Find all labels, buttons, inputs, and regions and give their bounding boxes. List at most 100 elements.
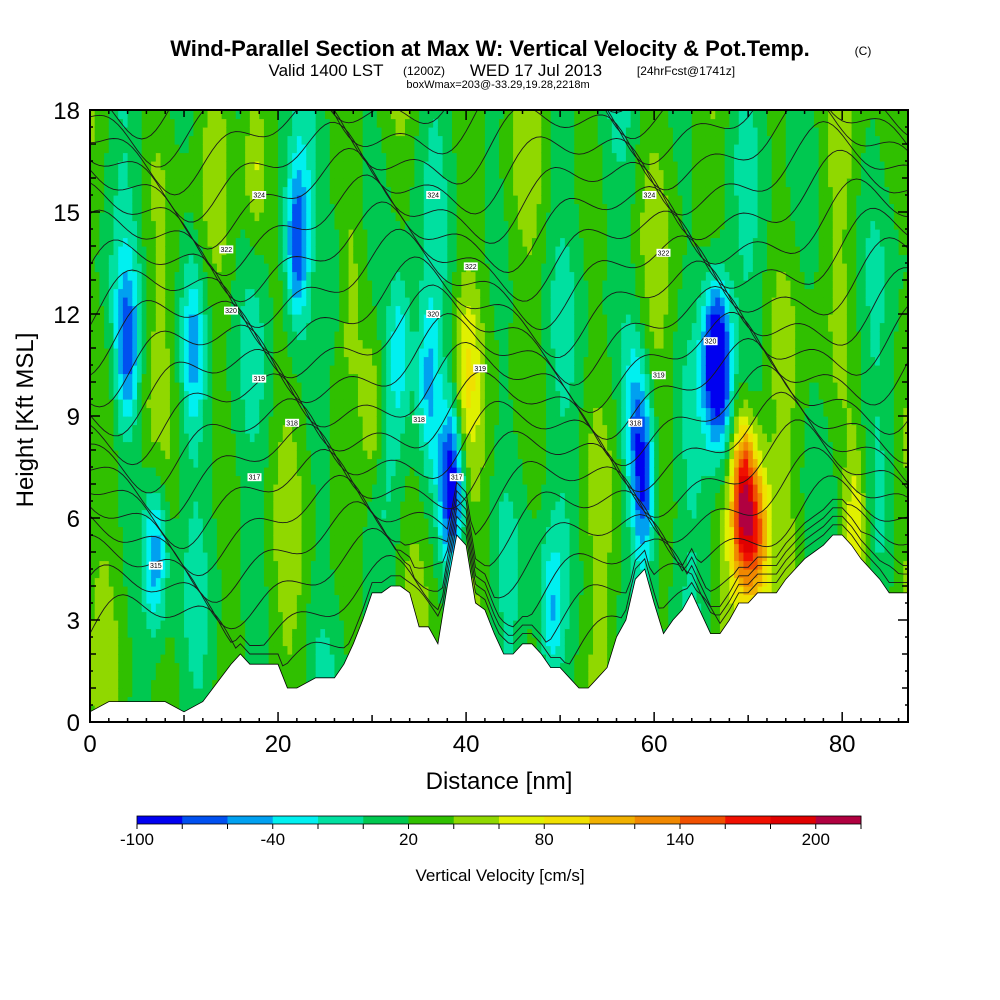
field-cell	[287, 586, 293, 596]
field-cell	[315, 492, 321, 502]
field-cell	[90, 577, 96, 587]
field-cell	[151, 433, 157, 443]
field-cell	[287, 144, 293, 154]
field-cell	[122, 203, 129, 213]
field-cell	[310, 501, 317, 511]
field-cell	[202, 577, 209, 587]
field-cell	[113, 237, 119, 247]
field-cell	[278, 229, 284, 239]
field-cell	[160, 144, 166, 154]
field-cell	[395, 365, 401, 375]
field-cell	[240, 220, 246, 230]
field-cell	[207, 671, 213, 681]
field-cell	[169, 322, 176, 332]
field-cell	[301, 195, 307, 205]
field-cell	[212, 373, 218, 383]
field-cell	[400, 339, 406, 349]
field-cell	[409, 152, 415, 162]
field-cell	[306, 671, 312, 681]
field-cell	[216, 356, 223, 366]
field-cell	[395, 288, 401, 298]
field-cell	[353, 467, 359, 477]
field-cell	[282, 390, 289, 400]
field-cell	[306, 365, 312, 375]
field-cell	[212, 441, 218, 451]
field-cell	[400, 433, 406, 443]
field-cell	[198, 407, 204, 417]
field-cell	[137, 671, 143, 681]
field-cell	[353, 611, 359, 621]
field-cell	[113, 186, 119, 196]
field-cell	[268, 492, 274, 502]
field-cell	[395, 110, 401, 120]
field-cell	[409, 492, 415, 502]
field-cell	[104, 271, 110, 281]
field-cell	[202, 628, 209, 638]
field-cell	[202, 246, 209, 256]
field-cell	[160, 620, 166, 630]
field-cell	[404, 501, 411, 511]
field-cell	[268, 433, 274, 443]
field-cell	[249, 611, 256, 621]
field-cell	[118, 603, 124, 613]
field-cell	[174, 645, 180, 655]
field-cell	[212, 535, 218, 545]
field-cell	[160, 339, 166, 349]
field-cell	[132, 543, 138, 553]
field-cell	[390, 314, 397, 324]
field-cell	[231, 314, 237, 324]
field-cell	[315, 348, 321, 358]
field-cell	[282, 586, 289, 596]
field-cell	[259, 348, 265, 358]
field-cell	[122, 390, 129, 400]
field-cell	[409, 254, 415, 264]
field-cell	[245, 628, 251, 638]
field-cell	[151, 212, 157, 222]
field-cell	[353, 416, 359, 426]
field-cell	[231, 356, 237, 366]
field-cell	[296, 594, 303, 604]
field-cell	[292, 135, 298, 145]
field-cell	[362, 577, 368, 587]
field-cell	[198, 144, 204, 154]
field-cell	[216, 450, 223, 460]
field-cell	[231, 178, 237, 188]
field-cell	[122, 679, 129, 689]
field-cell	[301, 246, 307, 256]
field-cell	[259, 203, 265, 213]
field-cell	[235, 458, 242, 468]
field-cell	[367, 110, 373, 120]
field-cell	[108, 535, 115, 545]
field-cell	[249, 552, 256, 562]
field-cell	[118, 246, 124, 256]
field-cell	[353, 628, 359, 638]
field-cell	[409, 365, 415, 375]
field-cell	[193, 569, 199, 579]
field-cell	[207, 314, 213, 324]
field-cell	[127, 535, 133, 545]
field-cell	[381, 246, 387, 256]
field-cell	[118, 526, 124, 536]
field-cell	[212, 356, 218, 366]
field-cell	[301, 254, 307, 264]
field-cell	[108, 586, 115, 596]
field-cell	[193, 518, 199, 528]
field-cell	[151, 339, 157, 349]
field-cell	[108, 603, 115, 613]
field-cell	[132, 518, 138, 528]
field-cell	[395, 526, 401, 536]
field-cell	[104, 441, 110, 451]
field-cell	[400, 399, 406, 409]
field-cell	[339, 263, 345, 273]
field-cell	[301, 433, 307, 443]
field-cell	[325, 526, 331, 536]
field-cell	[390, 288, 397, 298]
field-cell	[400, 356, 406, 366]
field-cell	[151, 467, 157, 477]
field-cell	[122, 339, 129, 349]
field-cell	[108, 246, 115, 256]
field-cell	[179, 331, 185, 341]
field-cell	[362, 110, 368, 120]
field-cell	[259, 152, 265, 162]
field-cell	[381, 186, 387, 196]
